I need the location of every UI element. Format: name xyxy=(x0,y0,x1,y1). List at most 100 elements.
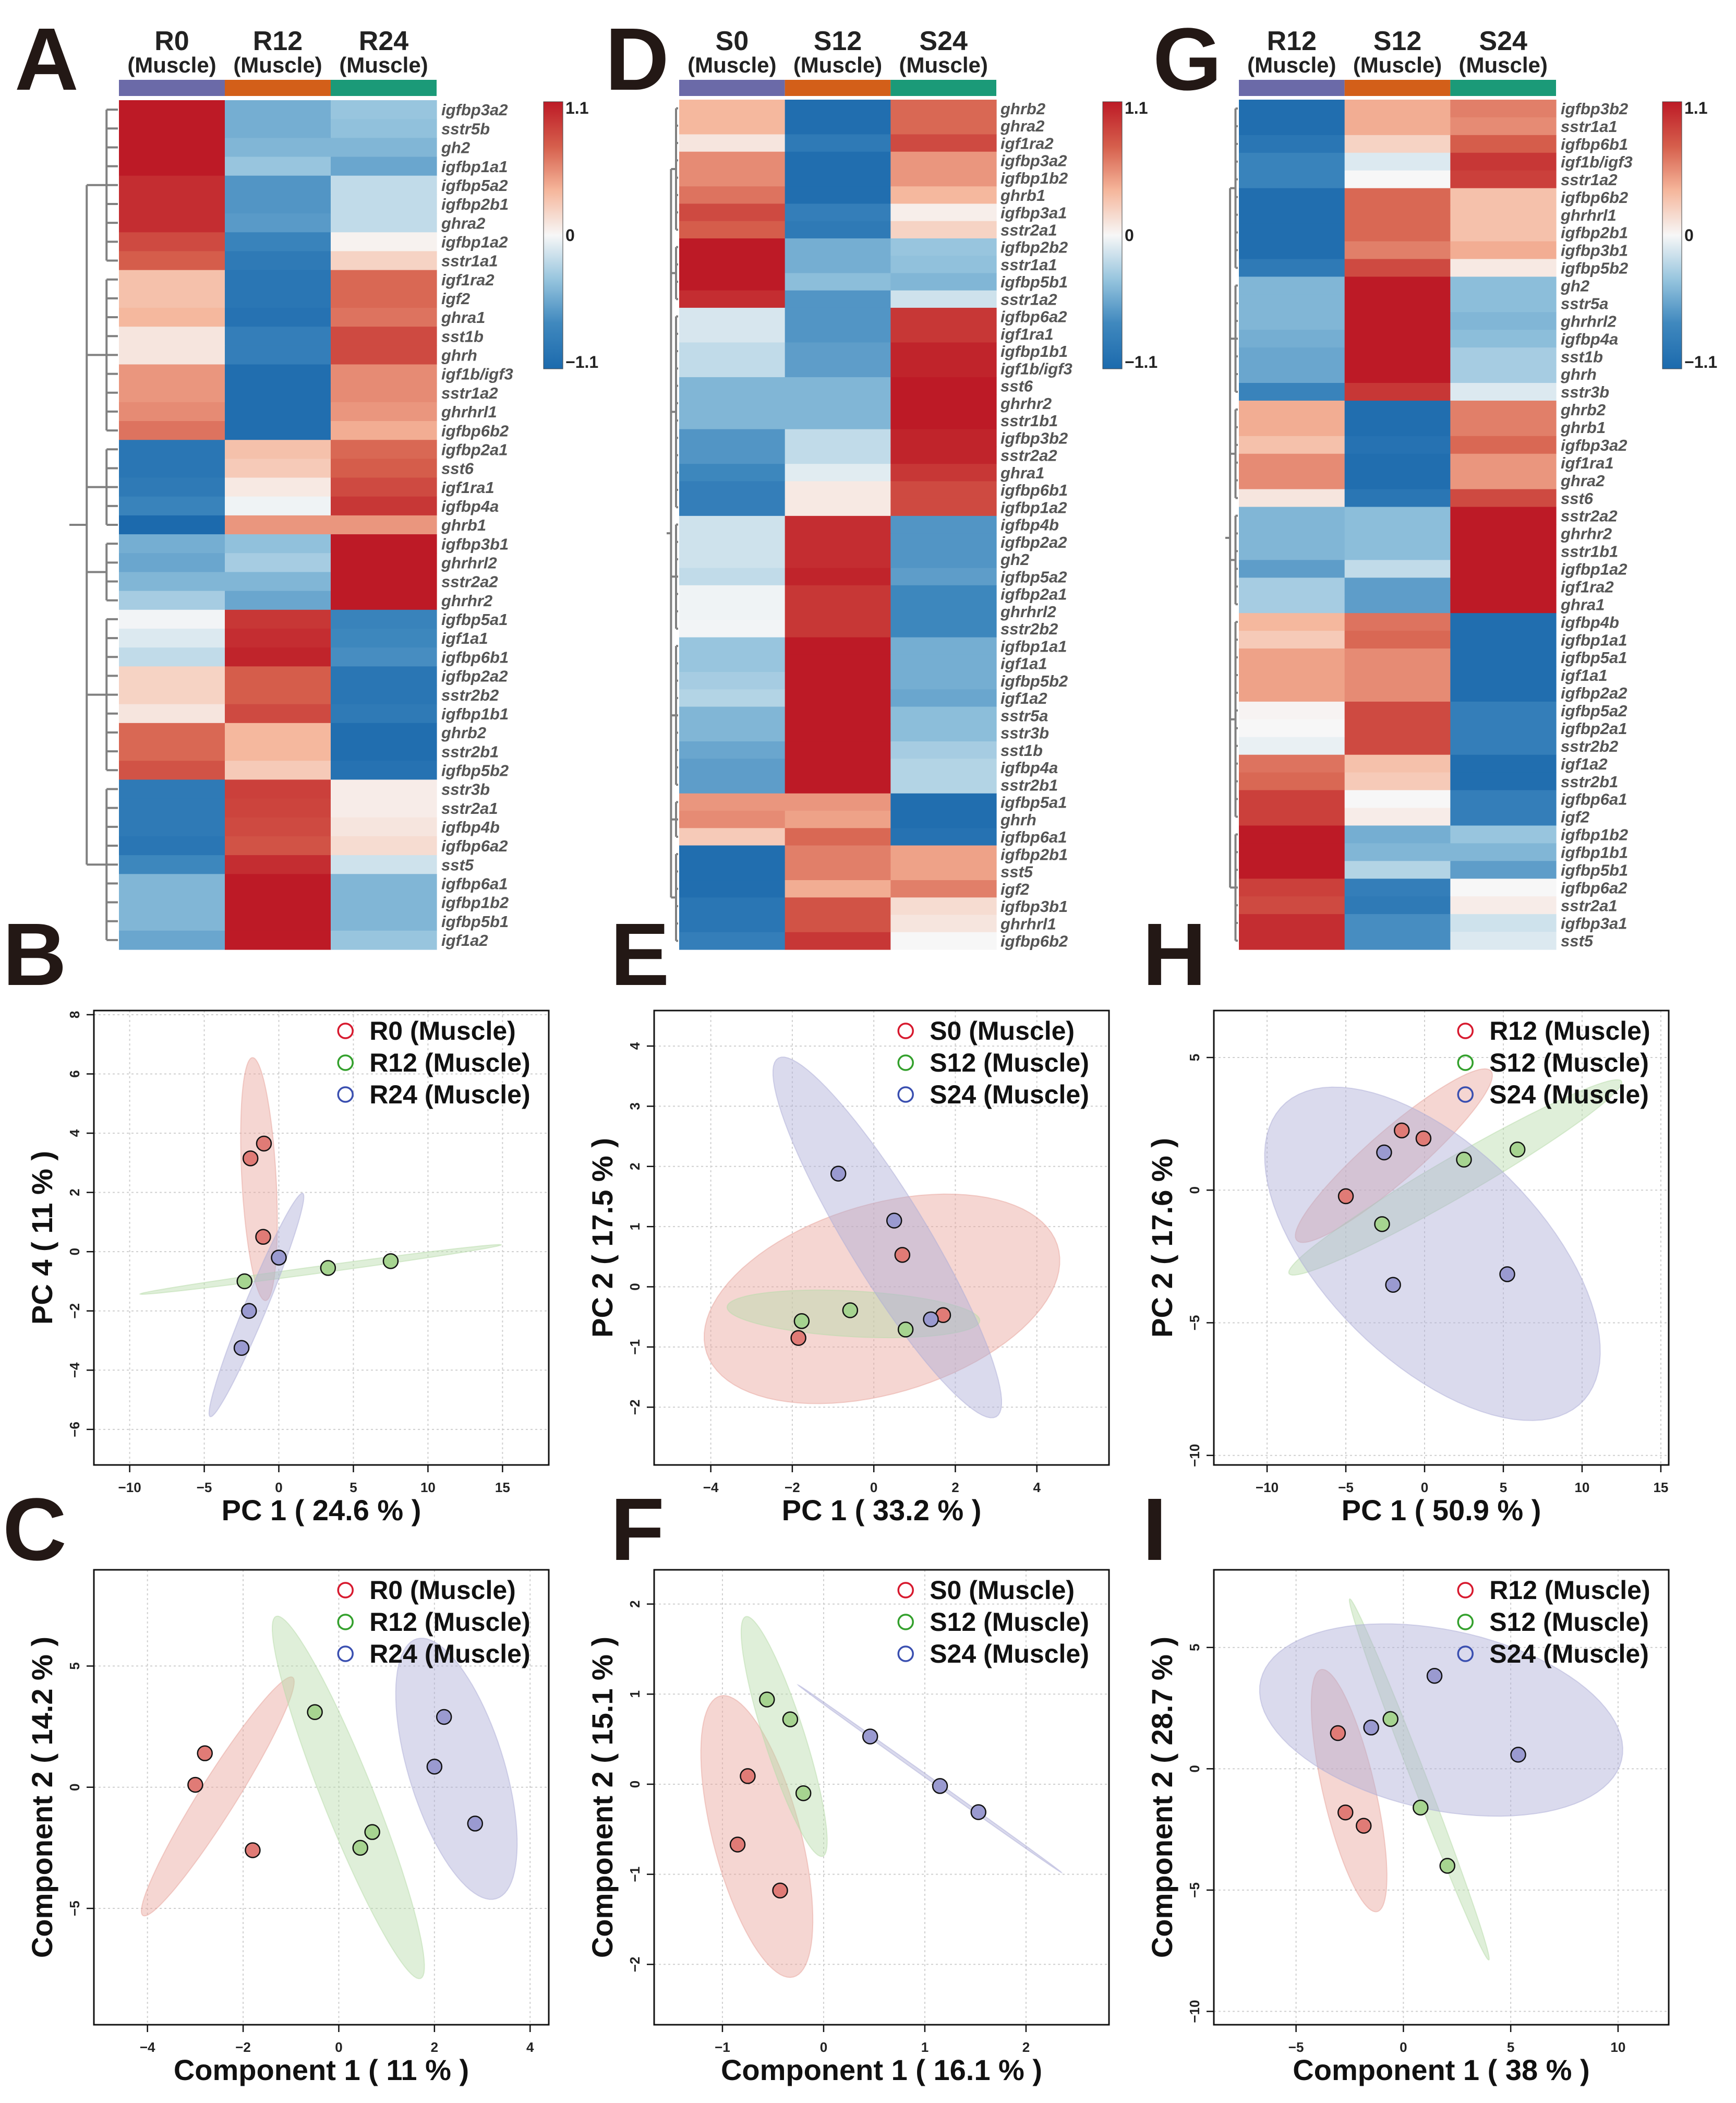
heatmap-cell xyxy=(890,256,997,274)
column-subtitle: (Muscle) xyxy=(1458,53,1547,77)
heatmap-cell xyxy=(1450,737,1557,755)
heatmap-cell xyxy=(679,654,786,672)
legend-label: S0 (Muscle) xyxy=(930,1576,1075,1605)
color-scale-bar xyxy=(1102,101,1123,369)
column-title: R12 xyxy=(253,26,303,56)
heatmap-cell xyxy=(119,251,225,271)
heatmap-cell xyxy=(225,685,331,705)
column-annotation-bar xyxy=(785,80,891,96)
heatmap-cell xyxy=(119,930,225,950)
data-point xyxy=(436,1709,452,1725)
gene-label: ghrhr2 xyxy=(1000,394,1052,413)
data-point xyxy=(1374,1216,1390,1232)
heatmap-cell xyxy=(679,880,786,898)
color-scale-mid: 0 xyxy=(565,226,575,245)
heatmap-cell xyxy=(1344,683,1451,702)
gene-label: igfbp3b2 xyxy=(1561,100,1628,118)
heatmap-cell xyxy=(119,534,225,554)
heatmap-cell xyxy=(331,836,437,856)
gene-label: sstr2b1 xyxy=(1561,773,1618,791)
color-scale-max: 1.1 xyxy=(565,99,588,117)
legend-label: S12 (Muscle) xyxy=(930,1607,1089,1637)
y-tick-label: 4 xyxy=(627,1042,643,1050)
heatmap-cell xyxy=(1239,825,1345,844)
heatmap-cell xyxy=(331,270,437,290)
data-point xyxy=(1393,1122,1410,1139)
heatmap-cell xyxy=(679,603,786,620)
data-point xyxy=(382,1253,399,1269)
color-scale-min: −1.1 xyxy=(1684,353,1717,371)
heatmap-cell xyxy=(331,100,437,119)
legend-marker xyxy=(337,1645,354,1662)
x-tick-label: 0 xyxy=(820,2039,827,2055)
plot-frame xyxy=(653,1569,1110,2026)
legend-label: S12 (Muscle) xyxy=(1489,1048,1649,1077)
data-point xyxy=(790,1330,806,1346)
heatmap-cell xyxy=(1344,825,1451,844)
data-point xyxy=(1439,1858,1455,1874)
gene-label: sstr5a xyxy=(1561,294,1608,313)
gene-label: igfbp4b xyxy=(441,818,500,836)
heatmap-cell xyxy=(785,290,891,308)
heatmap-cell xyxy=(785,793,891,811)
heatmap-cell xyxy=(890,186,997,205)
heatmap-cell xyxy=(1239,542,1345,560)
gene-label: igfbp1b1 xyxy=(1561,844,1628,862)
heatmap-cell xyxy=(331,383,437,403)
heatmap-cell xyxy=(1239,135,1345,153)
gene-label: igfbp5b2 xyxy=(441,761,509,779)
heatmap-cell xyxy=(225,798,331,818)
color-scale-legend: 1.1 0 −1.1 xyxy=(1102,99,1158,371)
heatmap-cell xyxy=(679,828,786,846)
heatmap-cell xyxy=(119,647,225,667)
heatmap-cell xyxy=(1239,277,1345,295)
heatmap-cell xyxy=(1239,808,1345,826)
x-tick-label: 0 xyxy=(275,1480,282,1495)
heatmap-cell xyxy=(890,359,997,378)
y-tick-label: −5 xyxy=(1187,1882,1202,1898)
heatmap-cell xyxy=(890,620,997,638)
scatter-panel-B: B −10 −5 0 5 10 15 −6 −4 −2 0 2 4 6 8 PC 1 ( 24.6 % ) PC… xyxy=(3,905,550,1527)
gene-label: igf1a2 xyxy=(441,931,488,950)
plot-frame xyxy=(93,1010,550,1466)
heatmap-cell xyxy=(679,845,786,863)
heatmap-cell xyxy=(331,327,437,346)
data-point xyxy=(1376,1144,1392,1161)
legend-label: R12 (Muscle) xyxy=(369,1048,530,1077)
heatmap-cell xyxy=(119,723,225,742)
confidence-ellipse xyxy=(395,1638,518,1900)
heatmap-cell xyxy=(1239,524,1345,543)
data-point xyxy=(256,1135,272,1152)
heatmap-cell xyxy=(1344,879,1451,897)
heatmap-cell xyxy=(1239,631,1345,649)
heatmap-cell xyxy=(119,270,225,290)
grid-lines xyxy=(1214,1011,1669,1465)
legend: R0 (Muscle)R12 (Muscle) R24 (Muscle) xyxy=(337,1016,531,1109)
gene-label: igfbp1a1 xyxy=(1561,631,1627,649)
x-tick-label: 5 xyxy=(1507,2039,1514,2055)
heatmap-cell xyxy=(331,175,437,195)
heatmap-cell xyxy=(890,793,997,811)
heatmap-cell xyxy=(1344,843,1451,861)
heatmap-cell xyxy=(1239,914,1345,932)
heatmap-cell xyxy=(890,307,997,326)
heatmap-cell xyxy=(1239,666,1345,684)
confidence-ellipse xyxy=(703,1193,1060,1404)
heatmap-cell xyxy=(119,836,225,856)
x-tick-label: 4 xyxy=(1033,1480,1041,1495)
x-tick-label: 5 xyxy=(349,1480,357,1495)
data-point xyxy=(1355,1818,1372,1834)
heatmap-cell xyxy=(225,194,331,214)
heatmap-cell xyxy=(331,119,437,138)
heatmap-cell xyxy=(1450,152,1557,171)
heatmap-cell xyxy=(119,213,225,233)
legend-marker xyxy=(337,1023,354,1039)
heatmap-cell xyxy=(890,706,997,725)
gene-label: igfbp5b1 xyxy=(1561,861,1628,879)
gene-label: igfbp1b2 xyxy=(1000,169,1068,187)
heatmap-cell xyxy=(1239,737,1345,755)
heatmap-cell xyxy=(119,911,225,931)
heatmap-cell xyxy=(890,464,997,482)
gene-label: sstr3b xyxy=(1000,724,1049,742)
